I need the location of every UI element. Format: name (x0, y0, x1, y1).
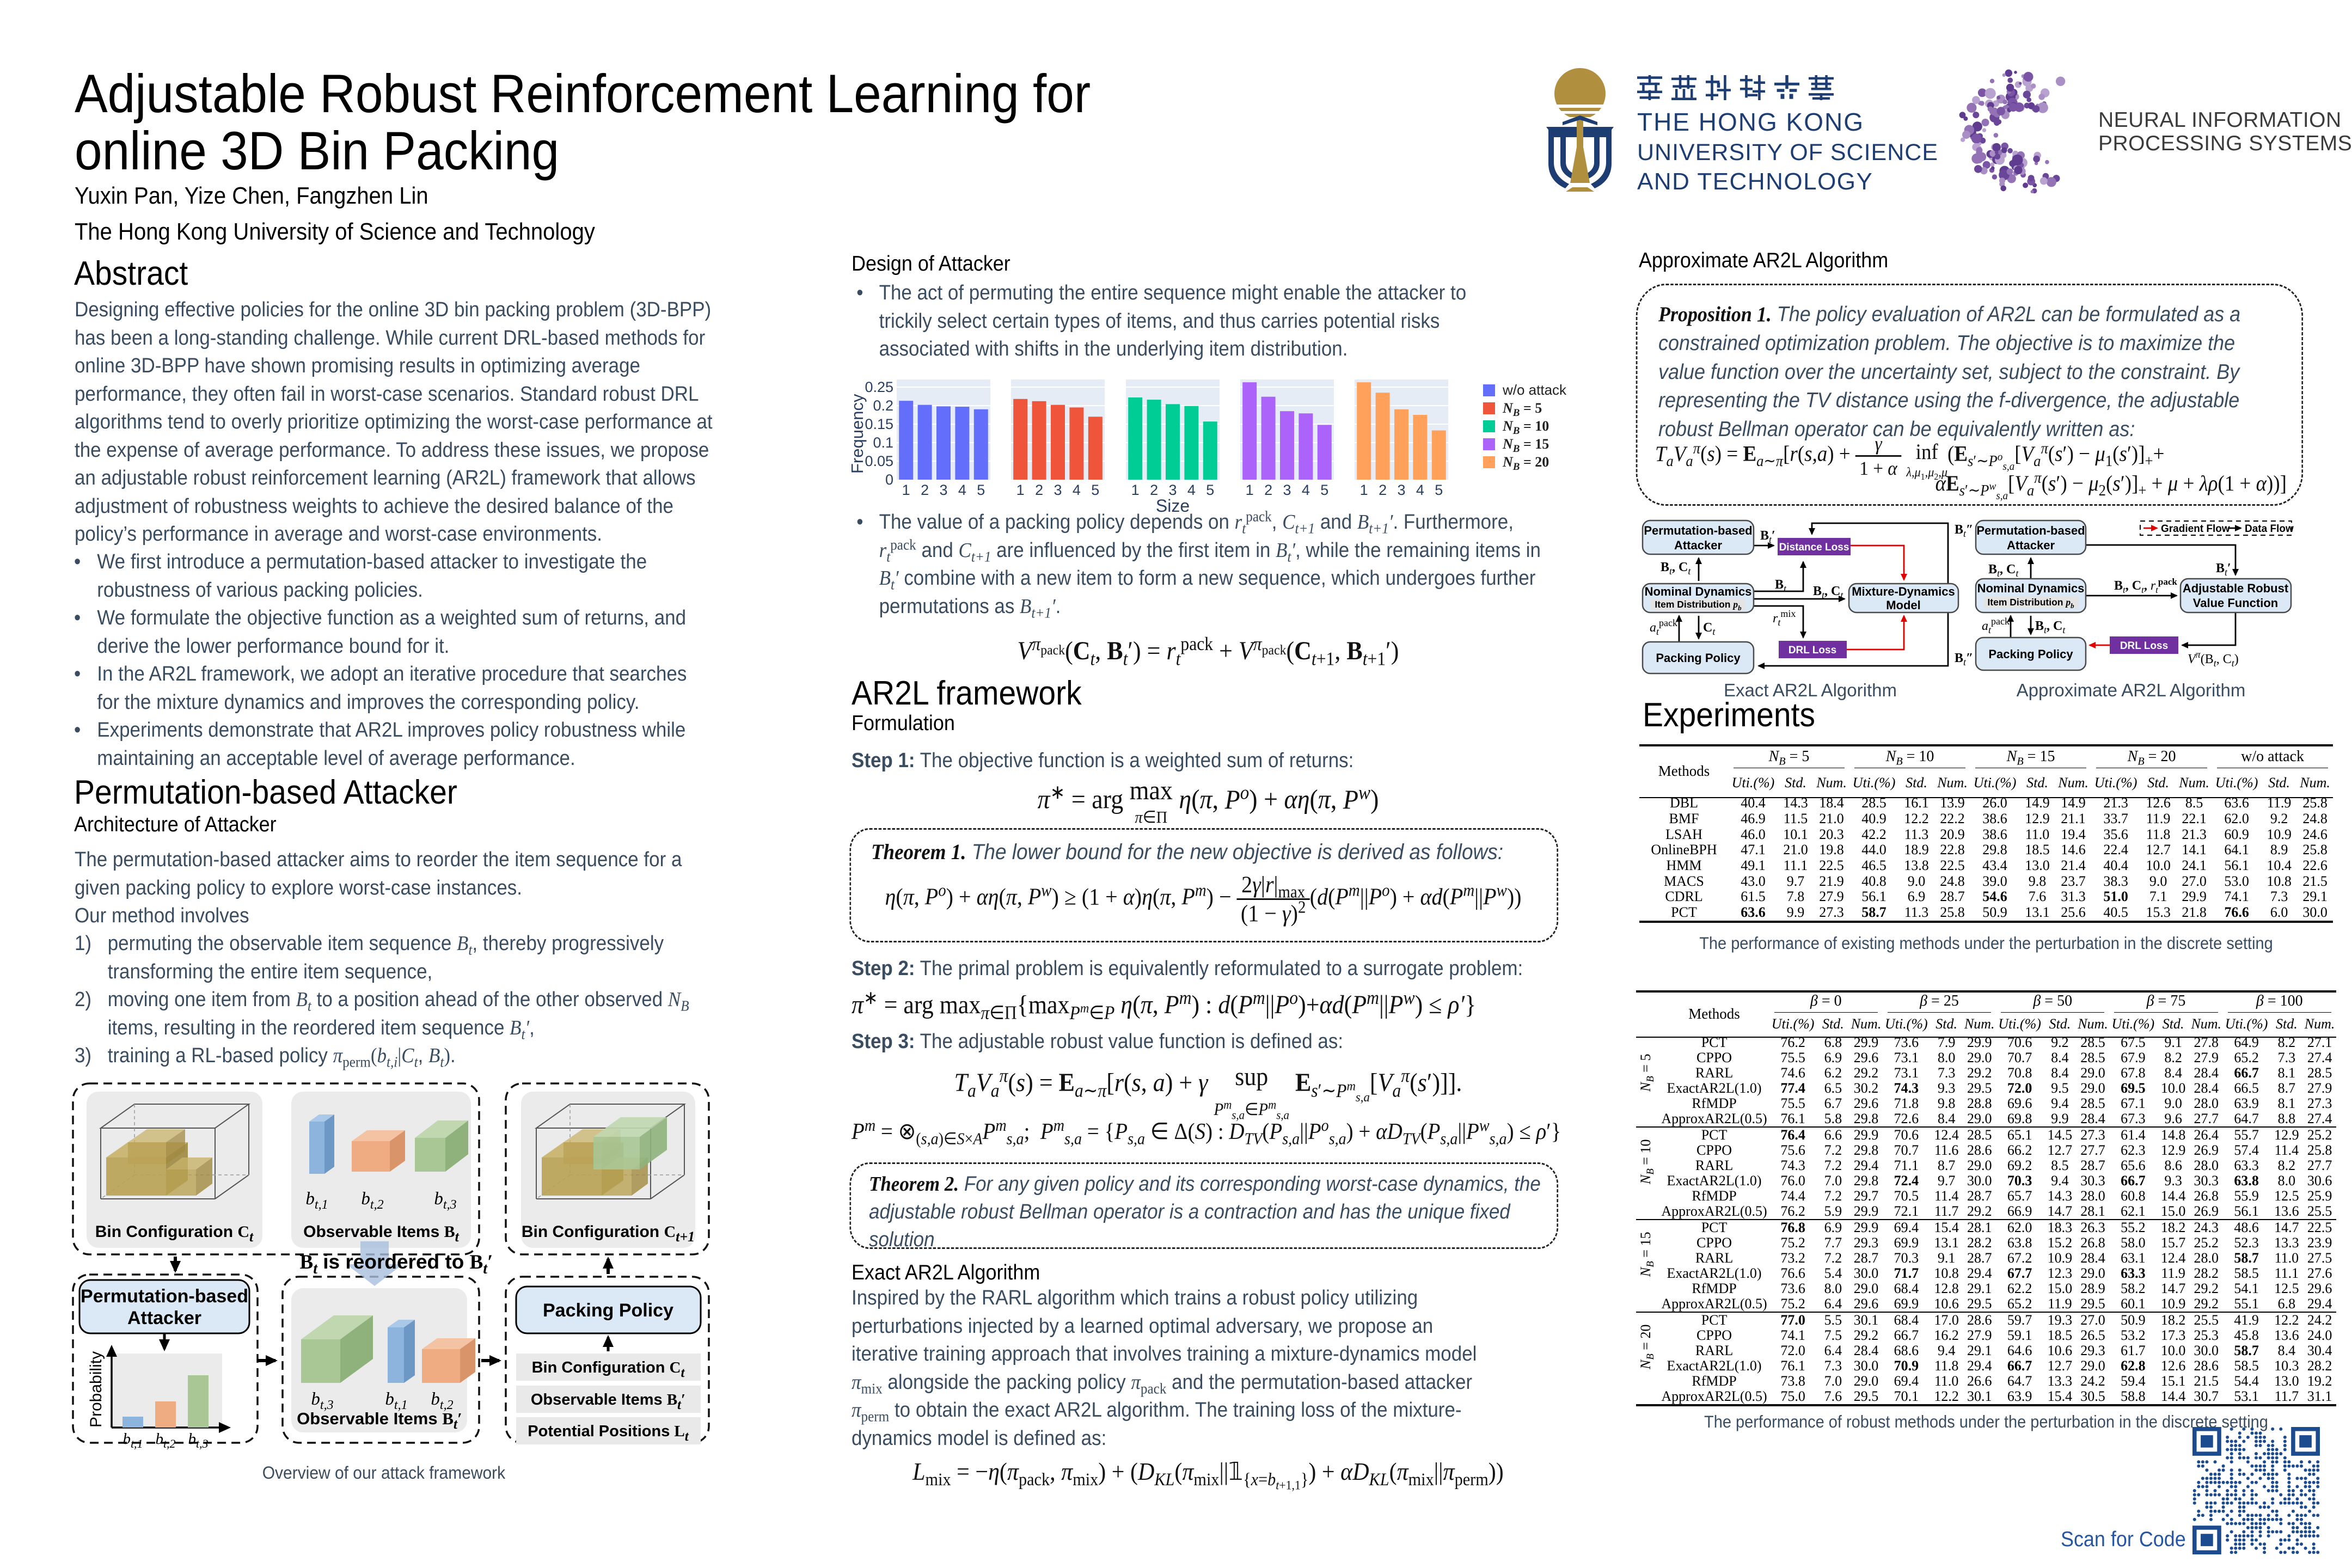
svg-text:bt,2: bt,2 (155, 1430, 175, 1450)
svg-text:0.05: 0.05 (865, 453, 893, 469)
svg-text:4: 4 (1416, 482, 1424, 498)
svg-text:bt,3: bt,3 (188, 1430, 208, 1450)
svg-text:Bt, Ct: Bt, Ct (1813, 584, 1843, 601)
svg-text:3: 3 (1397, 482, 1405, 498)
svg-text:Bt′: Bt′ (2216, 561, 2231, 578)
svg-text:NB = 20: NB = 20 (1502, 454, 1549, 473)
svg-text:1: 1 (1246, 482, 1254, 498)
svg-text:5: 5 (977, 482, 985, 498)
svg-text:3: 3 (939, 482, 947, 498)
svg-text:NB = 5: NB = 5 (1502, 400, 1542, 419)
svg-text:DRL Loss: DRL Loss (2120, 640, 2168, 652)
svg-text:Permutation-based: Permutation-based (1976, 524, 2085, 537)
svg-text:rtmix: rtmix (1773, 608, 1796, 628)
svg-text:3: 3 (1168, 482, 1177, 498)
svg-text:Bt, Ct: Bt, Ct (2035, 619, 2066, 635)
svg-text:NEURAL INFORMATION: NEURAL INFORMATION (2098, 108, 2342, 132)
svg-text:NB = 10: NB = 10 (1502, 418, 1549, 437)
svg-text:2: 2 (1264, 482, 1272, 498)
svg-text:0: 0 (885, 471, 893, 488)
svg-text:1: 1 (902, 482, 910, 498)
svg-text:Frequency: Frequency (848, 394, 867, 474)
svg-text:5: 5 (1206, 482, 1214, 498)
svg-text:Bt, Ct: Bt, Ct (1661, 560, 1691, 577)
svg-text:Permutation-based: Permutation-based (81, 1286, 248, 1307)
svg-text:UNIVERSITY OF SCIENCE: UNIVERSITY OF SCIENCE (1637, 139, 1938, 166)
svg-text:Probability: Probability (87, 1351, 105, 1428)
svg-text:Adjustable Robust: Adjustable Robust (2183, 581, 2289, 595)
svg-text:Exact AR2L Algorithm: Exact AR2L Algorithm (1724, 680, 1897, 700)
svg-text:Packing Policy: Packing Policy (1988, 647, 2073, 661)
svg-text:4: 4 (1302, 482, 1310, 498)
svg-text:bt,1: bt,1 (385, 1389, 407, 1412)
svg-text:1: 1 (1131, 482, 1140, 498)
svg-text:0.15: 0.15 (865, 416, 893, 432)
svg-text:Bt: Bt (1775, 578, 1787, 594)
svg-text:5: 5 (1320, 482, 1328, 498)
svg-text:Vπ(Bt, Ct): Vπ(Bt, Ct) (2188, 649, 2239, 669)
svg-text:Bt, Ct: Bt, Ct (1988, 562, 2019, 579)
svg-text:3: 3 (1283, 482, 1291, 498)
svg-text:atpack: atpack (1650, 617, 1677, 637)
svg-text:1: 1 (1360, 482, 1368, 498)
svg-text:Ct: Ct (1703, 621, 1716, 637)
svg-text:Attacker: Attacker (1674, 538, 1722, 552)
svg-text:2: 2 (1379, 482, 1387, 498)
svg-text:5: 5 (1435, 482, 1443, 498)
svg-text:2: 2 (1150, 482, 1158, 498)
svg-text:bt,3: bt,3 (311, 1389, 333, 1412)
svg-text:w/o attack: w/o attack (1502, 382, 1567, 398)
svg-text:Distance Loss: Distance Loss (1779, 542, 1849, 553)
svg-text:bt,1: bt,1 (122, 1430, 143, 1450)
svg-text:2: 2 (921, 482, 929, 498)
svg-text:atpack: atpack (1982, 616, 2010, 635)
svg-text:Packing Policy: Packing Policy (543, 1300, 673, 1321)
svg-text:Mixture-Dynamics: Mixture-Dynamics (1852, 585, 1955, 598)
svg-text:Nominal Dynamics: Nominal Dynamics (1977, 581, 2085, 595)
svg-text:AND TECHNOLOGY: AND TECHNOLOGY (1637, 168, 1873, 195)
svg-text:Attacker: Attacker (127, 1308, 201, 1328)
svg-text:Permutation-based: Permutation-based (1644, 524, 1752, 537)
svg-text:4: 4 (1187, 482, 1196, 498)
svg-text:Value Function: Value Function (2193, 596, 2278, 610)
svg-text:1: 1 (1016, 482, 1025, 498)
svg-text:0.25: 0.25 (865, 379, 893, 395)
svg-text:PROCESSING SYSTEMS: PROCESSING SYSTEMS (2098, 132, 2352, 155)
svg-text:4: 4 (1073, 482, 1081, 498)
svg-text:Size: Size (1156, 496, 1190, 516)
svg-text:Bt″: Bt″ (1955, 651, 1973, 667)
svg-text:Packing Policy: Packing Policy (1656, 651, 1741, 665)
svg-text:THE HONG KONG: THE HONG KONG (1637, 108, 1864, 136)
svg-text:Bt″: Bt″ (1955, 523, 1973, 539)
svg-text:0.2: 0.2 (873, 397, 893, 414)
svg-text:Bt is reordered to Bt′: Bt is reordered to Bt′ (300, 1251, 493, 1277)
svg-text:4: 4 (958, 482, 966, 498)
svg-text:Bt, Ct, rtpack: Bt, Ct, rtpack (2114, 577, 2177, 595)
svg-text:3: 3 (1054, 482, 1062, 498)
svg-text:NB = 15: NB = 15 (1502, 436, 1549, 455)
svg-text:Model: Model (1886, 598, 1921, 612)
svg-text:Bt′: Bt′ (1760, 529, 1775, 545)
svg-text:2: 2 (1035, 482, 1043, 498)
svg-text:Approximate AR2L Algorithm: Approximate AR2L Algorithm (2017, 680, 2246, 700)
svg-text:Data Flow: Data Flow (2245, 523, 2294, 535)
svg-text:0.1: 0.1 (873, 434, 893, 451)
svg-text:DRL Loss: DRL Loss (1788, 645, 1836, 656)
svg-text:Gradient Flow: Gradient Flow (2161, 523, 2230, 535)
svg-text:Attacker: Attacker (2007, 538, 2055, 552)
svg-text:Nominal Dynamics: Nominal Dynamics (1645, 585, 1752, 598)
svg-text:5: 5 (1091, 482, 1099, 498)
